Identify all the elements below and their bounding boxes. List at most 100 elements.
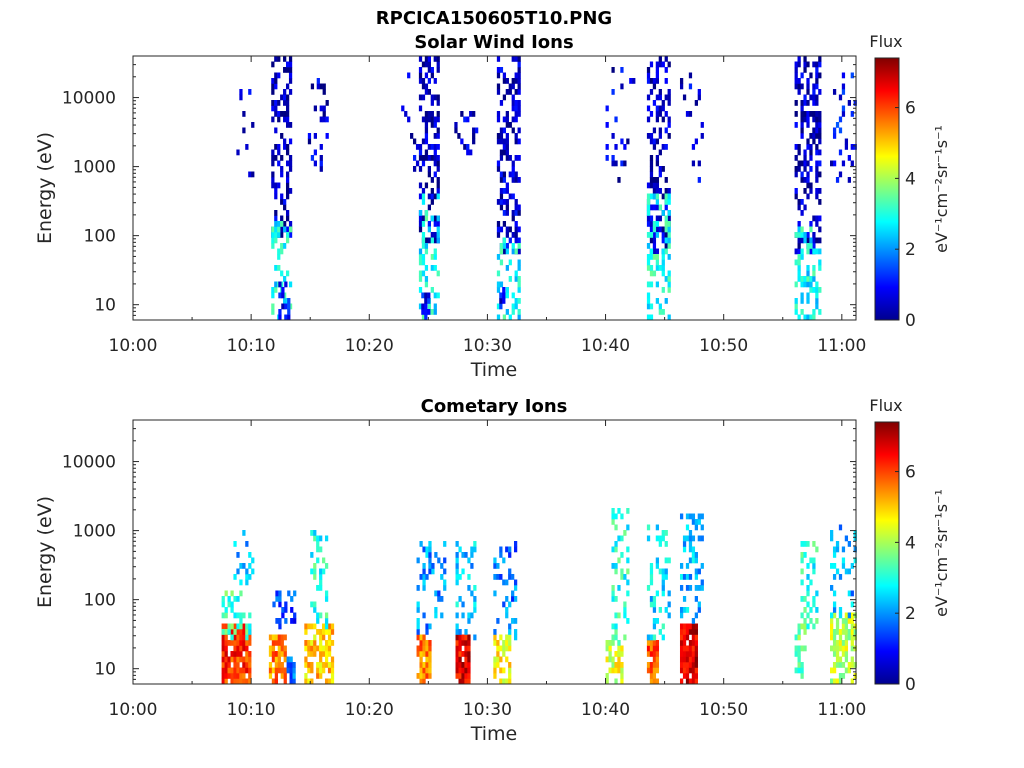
heatmap-cell <box>649 177 654 183</box>
heatmap-cell <box>508 574 512 580</box>
heatmap-cell <box>285 111 290 117</box>
heatmap-cell <box>436 160 440 167</box>
heatmap-cell <box>277 100 281 106</box>
heatmap-cell <box>832 546 837 553</box>
heatmap-cell <box>496 138 501 145</box>
heatmap-cell <box>815 281 819 288</box>
heatmap-cell <box>646 667 651 674</box>
heatmap-cell <box>245 662 249 668</box>
heatmap-cell <box>853 100 857 106</box>
heatmap-cell <box>431 568 435 575</box>
heatmap-cell <box>812 270 816 277</box>
heatmap-cell <box>611 155 615 161</box>
heatmap-cell <box>649 232 654 238</box>
heatmap-cell <box>655 254 660 260</box>
heatmap-cell <box>505 199 509 205</box>
heatmap-cell <box>838 673 843 679</box>
heatmap-cell <box>239 579 243 586</box>
heatmap-cell <box>455 557 459 564</box>
heatmap-cell <box>310 645 314 652</box>
heatmap-cell <box>436 221 440 227</box>
heatmap-cell <box>658 105 662 112</box>
heatmap-cell <box>230 651 234 657</box>
y-tick-label: 1000 <box>73 522 116 542</box>
heatmap-cell <box>694 612 698 619</box>
heatmap-cell <box>667 221 671 227</box>
heatmap-cell <box>850 623 854 630</box>
heatmap-cell <box>514 78 518 84</box>
heatmap-cell <box>652 182 657 189</box>
heatmap-cell <box>646 662 651 668</box>
heatmap-cell <box>455 612 459 619</box>
heatmap-cell <box>661 623 665 630</box>
heatmap-cell <box>239 678 243 685</box>
heatmap-cell <box>688 111 693 117</box>
heatmap-cell <box>697 513 701 520</box>
heatmap-cell <box>327 629 332 635</box>
heatmap-cell <box>458 640 462 646</box>
heatmap-cell <box>316 618 320 624</box>
heatmap-cell <box>502 314 507 321</box>
heatmap-cell <box>655 215 660 222</box>
heatmap-cell <box>508 552 512 558</box>
heatmap-cell <box>632 78 636 84</box>
heatmap-cell <box>646 298 651 304</box>
heatmap-cell <box>224 629 228 635</box>
heatmap-cell <box>682 634 687 641</box>
heatmap-cell <box>697 601 701 608</box>
heatmap-cell <box>655 226 660 233</box>
heatmap-cell <box>803 61 807 68</box>
heatmap-cell <box>664 204 668 211</box>
heatmap-cell <box>803 177 807 183</box>
heatmap-cell <box>327 645 332 652</box>
heatmap-cell <box>283 204 287 211</box>
heatmap-cell <box>835 629 840 635</box>
heatmap-cell <box>313 640 317 646</box>
heatmap-cell <box>277 265 281 271</box>
heatmap-cell <box>319 612 323 619</box>
heatmap-cell <box>277 226 281 233</box>
heatmap-cell <box>245 651 249 657</box>
heatmap-cell <box>324 618 329 624</box>
heatmap-cell <box>239 623 243 630</box>
heatmap-cell <box>797 265 801 271</box>
heatmap-cell <box>611 563 615 569</box>
heatmap-cell <box>287 314 291 321</box>
heatmap-cell <box>421 188 426 194</box>
heatmap-cell <box>284 303 288 310</box>
heatmap-cell <box>800 226 804 233</box>
solar-wind-colorbar <box>874 57 900 321</box>
heatmap-cell <box>424 133 429 139</box>
heatmap-cell <box>470 590 474 597</box>
heatmap-cell <box>652 270 657 277</box>
heatmap-cell <box>620 667 624 674</box>
heatmap-cell <box>467 612 471 619</box>
heatmap-cell <box>853 673 857 679</box>
heatmap-cell <box>812 568 816 575</box>
heatmap-cell <box>605 645 609 652</box>
heatmap-cell <box>803 541 807 547</box>
heatmap-cell <box>850 678 854 685</box>
heatmap-cell <box>233 574 237 580</box>
heatmap-cell <box>433 248 437 255</box>
heatmap-cell <box>502 287 506 293</box>
heatmap-cell <box>800 177 804 183</box>
heatmap-cell <box>812 94 816 101</box>
heatmap-cell <box>443 557 447 564</box>
heatmap-cell <box>283 656 287 663</box>
heatmap-cell <box>421 254 426 260</box>
heatmap-cell <box>661 265 665 271</box>
heatmap-cell <box>230 656 234 663</box>
heatmap-cell <box>611 640 615 646</box>
heatmap-cell <box>419 541 423 547</box>
heatmap-cell <box>611 546 615 553</box>
heatmap-cell <box>667 100 671 106</box>
heatmap-cell <box>835 640 840 646</box>
heatmap-cell <box>283 673 287 679</box>
heatmap-cell <box>433 215 437 222</box>
heatmap-cell <box>614 541 618 547</box>
heatmap-cell <box>838 607 843 613</box>
heatmap-cell <box>436 116 440 123</box>
